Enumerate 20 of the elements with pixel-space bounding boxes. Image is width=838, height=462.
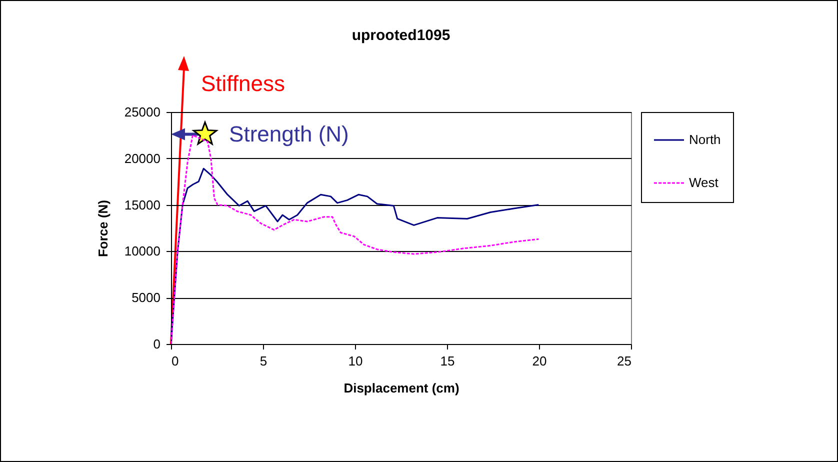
text: Stiffness [201, 71, 285, 96]
y-tick-label: 5000 [132, 290, 160, 306]
x-tick-label: 5 [260, 354, 268, 368]
x-tick-label: 10 [348, 354, 363, 368]
x-tick-label: 20 [532, 354, 547, 368]
annotation: Strength (N) [229, 121, 349, 146]
y-tick-label: 10000 [124, 244, 160, 259]
x-tick-label: 15 [440, 354, 455, 368]
y-tick-label: 25000 [124, 104, 160, 120]
x-tick-label: 25 [617, 354, 632, 368]
line-series [171, 168, 540, 344]
x-axis-title: Displacement (cm) [344, 380, 460, 396]
legend-label: West [689, 175, 719, 190]
y-tick-label: 15000 [124, 197, 160, 212]
y-tick-label: 0 [153, 336, 160, 352]
legend-label: North [689, 132, 721, 147]
x-tick-label: 0 [172, 354, 179, 368]
y-axis-title: Force (N) [95, 200, 110, 258]
y-tick-label: 20000 [124, 150, 160, 166]
chart-title: uprooted1095 [352, 27, 450, 44]
